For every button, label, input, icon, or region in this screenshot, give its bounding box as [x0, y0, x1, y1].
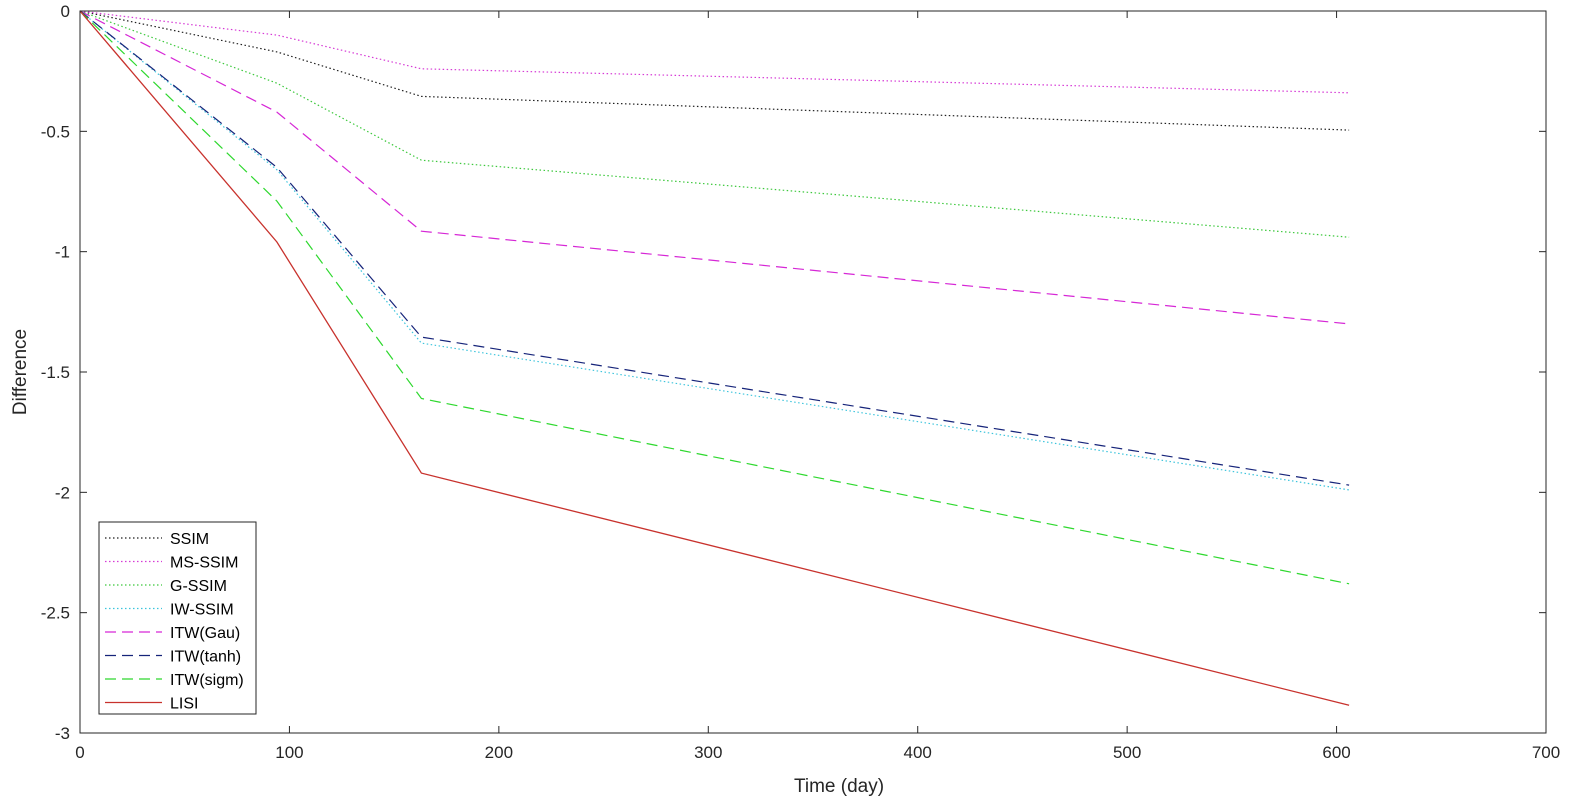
- y-axis-label: Difference: [10, 329, 31, 415]
- legend-label: LISI: [170, 696, 198, 713]
- legend-label: MS-SSIM: [170, 555, 238, 572]
- y-tick-label: -1: [55, 243, 70, 262]
- plot-area: [80, 11, 1546, 733]
- series-line-0: [79, 10, 1350, 131]
- x-tick-label: 0: [75, 743, 84, 762]
- legend-box: [98, 521, 257, 715]
- series-line-7: [79, 10, 1350, 706]
- x-axis-label: Time (day): [794, 776, 884, 797]
- series-line-1: [79, 10, 1350, 94]
- x-tick-label: 600: [1322, 743, 1350, 762]
- legend-label: ITW(tanh): [170, 649, 241, 666]
- x-tick-label: 500: [1113, 743, 1141, 762]
- legend: SSIM MS-SSIM G-SSIM IW-SSIM ITW(Gau) ITW(tanh…: [98, 521, 257, 715]
- y-tick-label: -3: [55, 724, 70, 743]
- legend-label: G-SSIM: [170, 578, 227, 595]
- y-tick-label: -2: [55, 483, 70, 502]
- y-tick-label: -1.5: [41, 363, 70, 382]
- y-tick-label: -0.5: [41, 122, 70, 141]
- legend-label: IW-SSIM: [170, 602, 234, 619]
- legend-label: ITW(Gau): [170, 625, 240, 642]
- series-line-3: [79, 10, 1350, 491]
- x-tick-label: 300: [694, 743, 722, 762]
- y-tick-label: 0: [61, 2, 70, 21]
- x-tick-label: 400: [904, 743, 932, 762]
- series-line-5: [79, 10, 1350, 486]
- series-line-6: [79, 10, 1350, 585]
- series-layer: [79, 10, 1350, 706]
- x-tick-label: 700: [1532, 743, 1560, 762]
- x-tick-label: 200: [485, 743, 513, 762]
- x-tick-label: 100: [275, 743, 303, 762]
- legend-label: ITW(sigm): [170, 672, 244, 689]
- series-line-2: [79, 10, 1350, 238]
- ticks-layer: 0 100 200 300 400 500 600 700 0 -0.5 -1 -1.5 -2 -2.5 -…: [41, 2, 1560, 762]
- y-tick-label: -2.5: [41, 604, 70, 623]
- series-line-4: [79, 10, 1350, 325]
- legend-label: SSIM: [170, 531, 209, 548]
